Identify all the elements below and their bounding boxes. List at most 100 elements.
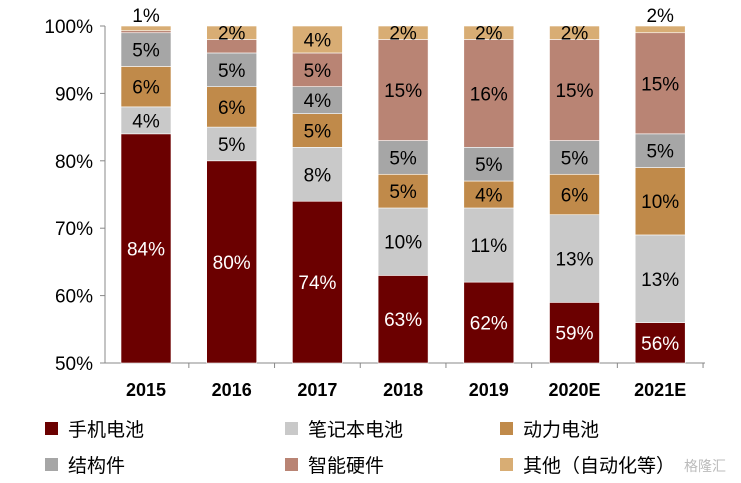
bar-segment xyxy=(463,147,515,182)
bar-segment xyxy=(549,173,600,216)
legend-swatch xyxy=(285,458,298,471)
bar-segment xyxy=(292,25,343,54)
data-label: 13% xyxy=(641,270,679,291)
y-tick-label: 100% xyxy=(44,17,93,38)
data-label: 5% xyxy=(218,135,246,156)
bar-segment xyxy=(206,160,257,364)
legend-label: 动力电池 xyxy=(523,419,600,441)
legend-item: 结构件 xyxy=(45,451,125,478)
data-label: 11% xyxy=(470,236,507,257)
bar-segment xyxy=(377,173,429,209)
x-tick-label: 2018 xyxy=(383,380,423,400)
bar-segment xyxy=(377,25,429,40)
bar-segment xyxy=(634,32,686,135)
legend-swatch xyxy=(500,422,513,435)
data-label: 74% xyxy=(298,273,336,294)
bar-segment xyxy=(292,147,343,202)
data-label: 2% xyxy=(389,24,417,45)
data-label: 5% xyxy=(304,121,332,142)
data-label: 5% xyxy=(218,61,246,82)
data-label: 2% xyxy=(218,24,246,45)
legend-label: 手机电池 xyxy=(68,419,145,441)
data-label: 6% xyxy=(561,186,589,207)
data-label: 62% xyxy=(470,314,508,335)
bar-segment xyxy=(120,133,172,364)
legend-item: 笔记本电池 xyxy=(285,415,403,442)
data-label: 59% xyxy=(555,324,593,345)
x-tick-label: 2019 xyxy=(469,380,509,400)
bar-segment xyxy=(463,25,515,40)
data-label: 4% xyxy=(304,91,332,112)
bar-segment xyxy=(120,106,172,135)
bar-segment xyxy=(120,25,172,32)
data-label: 16% xyxy=(470,84,508,105)
data-label: 56% xyxy=(641,334,679,355)
bar-segment xyxy=(377,39,429,141)
x-tick-label: 2020E xyxy=(548,380,600,400)
x-tick-label: 2021E xyxy=(634,380,686,400)
bar-segment xyxy=(549,214,600,303)
x-tick-label: 2017 xyxy=(297,380,337,400)
bar-segment xyxy=(463,180,515,209)
data-label: 13% xyxy=(555,250,593,271)
bar-segment xyxy=(206,86,257,128)
data-label: 80% xyxy=(213,253,251,274)
y-tick-label: 70% xyxy=(55,219,93,240)
data-label: 5% xyxy=(475,155,503,176)
legend-swatch xyxy=(285,422,298,435)
data-label: 5% xyxy=(304,61,332,82)
data-label: 2% xyxy=(561,24,589,45)
data-label: 5% xyxy=(389,182,417,203)
data-label: 10% xyxy=(641,192,679,213)
data-label: 15% xyxy=(555,81,593,102)
y-tick-label: 80% xyxy=(55,152,93,173)
legend-label: 笔记本电池 xyxy=(308,419,404,441)
bar-segment xyxy=(634,322,686,364)
data-label: 1% xyxy=(132,6,160,27)
bar-segment xyxy=(206,126,257,162)
data-label: 2% xyxy=(646,6,674,27)
bar-segment xyxy=(463,39,515,148)
legend-swatch xyxy=(45,422,58,435)
data-label: 15% xyxy=(384,81,422,102)
legend-label: 其他（自动化等） xyxy=(523,455,676,477)
bar-segment xyxy=(377,275,429,364)
data-label: 5% xyxy=(646,142,674,163)
data-label: 63% xyxy=(384,310,422,331)
y-tick-label: 90% xyxy=(55,84,93,105)
data-label: 10% xyxy=(384,233,422,254)
legend-swatch xyxy=(45,458,58,471)
legend-item: 其他（自动化等） xyxy=(500,451,675,478)
data-label: 2% xyxy=(475,24,503,45)
bar-segment xyxy=(634,25,686,34)
bar-segment xyxy=(206,25,257,40)
bar-segment xyxy=(634,167,686,236)
bar-segment xyxy=(377,207,429,276)
data-label: 5% xyxy=(561,148,589,169)
bar-segment xyxy=(634,234,686,323)
y-tick-label: 60% xyxy=(55,287,93,308)
bar-segment xyxy=(120,66,172,108)
data-label: 5% xyxy=(132,41,160,62)
bar-segment xyxy=(549,39,600,141)
legend-item: 智能硬件 xyxy=(285,451,384,478)
data-label: 4% xyxy=(132,111,160,132)
data-label: 6% xyxy=(132,78,160,99)
data-label: 6% xyxy=(218,98,246,119)
x-tick-label: 2016 xyxy=(212,380,252,400)
bar-segment xyxy=(463,281,515,364)
bar-segment xyxy=(463,207,515,283)
y-tick-label: 50% xyxy=(55,354,93,375)
data-label: 4% xyxy=(475,186,503,207)
data-label: 5% xyxy=(389,148,417,169)
bar-segment xyxy=(377,140,429,175)
legend-label: 结构件 xyxy=(68,455,126,477)
bar-segment xyxy=(120,30,172,34)
legend-swatch xyxy=(500,458,513,471)
bar-segment xyxy=(292,113,343,148)
bar-segment xyxy=(292,200,343,364)
data-label: 15% xyxy=(641,74,679,95)
watermark: 格隆汇 xyxy=(684,459,726,475)
bar-segment xyxy=(549,25,600,40)
